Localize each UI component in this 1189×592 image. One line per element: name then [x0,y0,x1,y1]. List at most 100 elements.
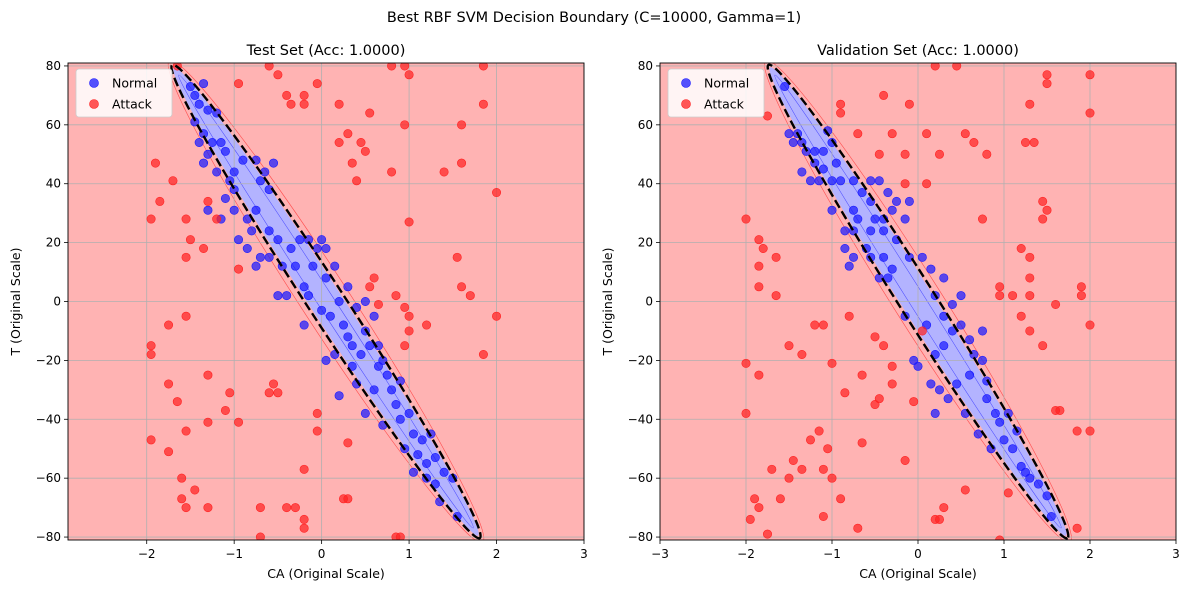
normal-point [255,176,265,186]
normal-point [304,291,314,301]
attack-point [255,532,265,540]
attack-point [857,438,867,448]
attack-point [299,464,309,474]
attack-point [1085,426,1095,436]
attack-point [939,503,949,513]
normal-point [883,188,893,198]
attack-point [299,514,309,524]
attack-point [1038,214,1048,224]
attack-point [1025,252,1035,262]
grid [68,63,584,540]
normal-point [343,282,353,292]
normal-point [321,244,331,254]
normal-point [952,379,962,389]
normal-point [939,341,949,351]
attack-point [478,99,488,109]
legend-marker-attack [681,99,691,109]
normal-point [870,214,880,224]
x-tick-label: 0 [914,547,922,561]
normal-point [836,176,846,186]
normal-point [840,226,850,236]
attack-point [853,129,863,139]
normal-point [887,205,897,215]
x-tick-label: 3 [580,547,588,561]
attack-point [203,417,213,427]
x-tick-label: 0 [318,547,326,561]
normal-point [321,273,331,283]
normal-point [879,226,889,236]
normal-point [999,435,1009,445]
normal-point [827,176,837,186]
normal-point [247,226,257,236]
normal-point [325,311,335,321]
attack-point [1085,108,1095,118]
attack-point [775,494,785,504]
attack-point [1076,291,1086,301]
normal-point [891,196,901,206]
legend-label-attack: Attack [704,97,745,112]
attack-point [212,214,222,224]
normal-point [853,214,863,224]
y-tick-label: 40 [46,177,61,191]
attack-point [146,435,156,445]
attack-point [457,282,467,292]
attack-point [282,90,292,100]
attack-point [797,349,807,359]
normal-point [990,408,1000,418]
attack-point [870,400,880,410]
normal-point [334,391,344,401]
y-tick-label: 0 [53,295,61,309]
y-tick-label: 0 [645,295,653,309]
normal-point [956,320,966,330]
attack-point [203,503,213,513]
attack-point [844,311,854,321]
attack-point [164,320,174,330]
normal-point [317,235,327,245]
normal-point [251,205,261,215]
x-tick-label: 2 [1086,547,1094,561]
normal-point [299,282,309,292]
attack-point [982,149,992,159]
normal-point [965,370,975,380]
attack-point [870,332,880,342]
x-axis-label: CA (Original Scale) [859,566,977,581]
attack-point [887,129,897,139]
normal-point [356,349,366,359]
attack-point [395,532,405,540]
attack-point [887,361,897,371]
normal-point [866,226,876,236]
x-tick-label: −3 [651,547,669,561]
y-tick-label: 60 [638,118,653,132]
attack-point [269,379,279,389]
normal-point [408,467,418,477]
attack-point [952,63,962,71]
y-tick-label: 20 [638,236,653,250]
attack-point [439,167,449,177]
attack-point [771,291,781,301]
attack-point [234,417,244,427]
normal-point [982,394,992,404]
normal-point [286,244,296,254]
attack-point [347,158,357,168]
normal-point [1020,467,1030,477]
attack-point [741,358,751,368]
attack-point [290,503,300,513]
y-axis-label: T (Original Scale) [8,248,23,357]
attack-point [814,426,824,436]
attack-point [1076,282,1086,292]
attack-point [299,90,309,100]
normal-point [900,214,910,224]
attack-point [391,291,401,301]
normal-point [282,291,292,301]
attack-point [995,291,1005,301]
attack-point [934,514,944,524]
y-tick-label: −40 [628,412,653,426]
normal-point [229,167,239,177]
attack-point [1072,426,1082,436]
attack-point [754,261,764,271]
attack-point [874,149,884,159]
normal-point [926,379,936,389]
legend-box [75,68,173,118]
attack-point [343,494,353,504]
chart-panel-2: −3 −2 −1 0 1 2 3 −80 −60 −40 −20 0 20 40 60 80 Validatio… [600,43,1180,581]
